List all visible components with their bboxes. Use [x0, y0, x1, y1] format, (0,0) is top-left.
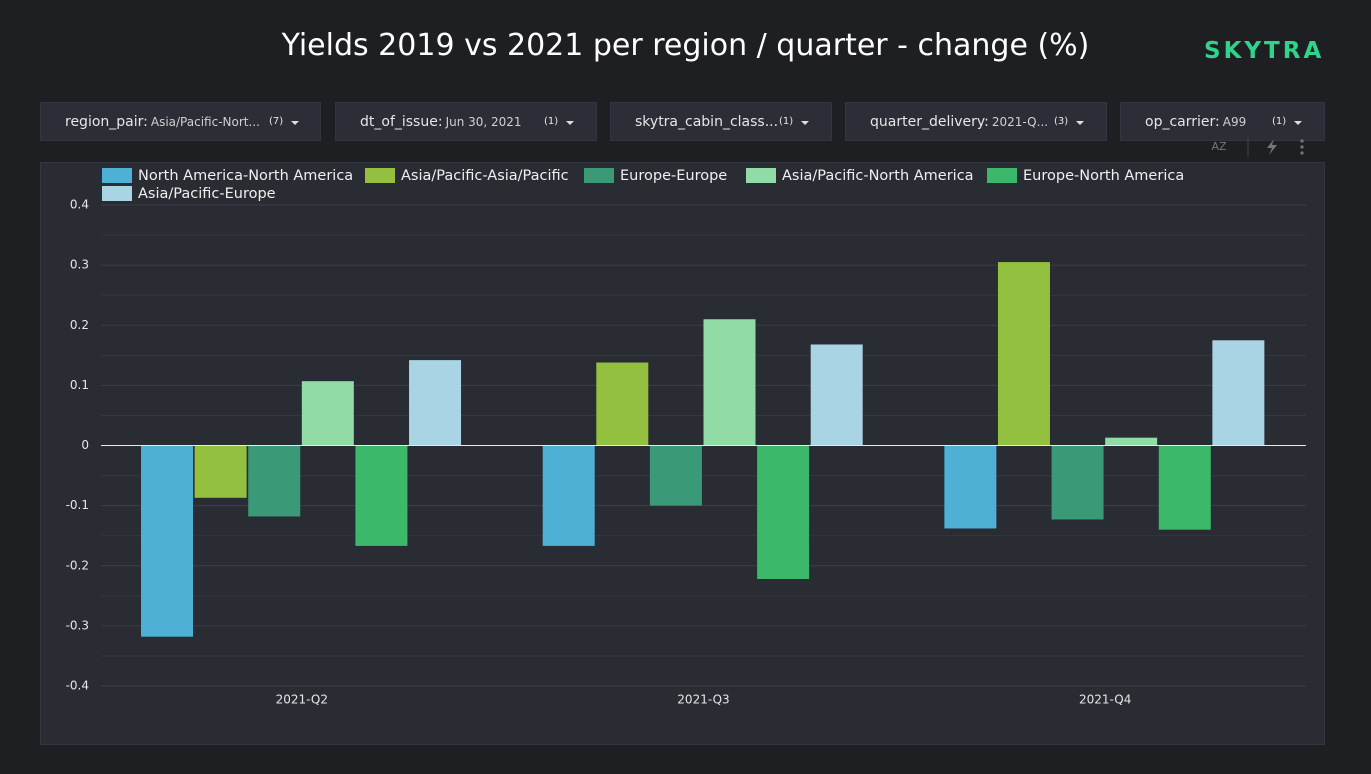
bar — [649, 445, 702, 506]
filter-label: dt_of_issue: — [360, 113, 443, 130]
filter-value: 2021-Q... — [991, 114, 1049, 129]
filter-label: op_carrier: — [1145, 113, 1220, 130]
legend-label: Asia/Pacific-Asia/Pacific — [401, 168, 569, 184]
bar — [301, 381, 354, 446]
bar — [810, 344, 863, 446]
filter-dropdown[interactable]: op_carrier: A99 (1) — [1120, 102, 1325, 141]
filter-dropdown[interactable]: region_pair: Asia/Pacific-Nort... (7) — [40, 102, 321, 141]
caret — [801, 121, 809, 125]
filter-value: Jun 30, 2021 — [445, 114, 522, 129]
legend-swatch — [102, 186, 132, 201]
y-tick-label: 0.2 — [70, 318, 89, 332]
bar — [1105, 437, 1158, 446]
legend-swatch — [365, 168, 395, 183]
filter-count: (7) — [269, 116, 284, 127]
filter-label: region_pair: — [65, 113, 148, 130]
bar — [757, 445, 810, 579]
bar — [944, 445, 997, 529]
bar — [1158, 445, 1211, 530]
legend-swatch — [102, 168, 132, 183]
legend-label: Asia/Pacific-Europe — [138, 186, 276, 202]
filter-label: quarter_delivery: — [870, 113, 989, 130]
bar — [355, 445, 408, 546]
x-tick-label: 2021-Q2 — [276, 693, 328, 707]
filter-value: A99 — [1222, 114, 1247, 129]
filter-value: Asia/Pacific-Nort... — [150, 114, 260, 129]
filter-count: (3) — [1054, 116, 1069, 127]
sort-button[interactable]: AZ — [1211, 140, 1227, 153]
bar — [1212, 340, 1265, 446]
bar — [141, 445, 194, 637]
y-tick-label: 0 — [81, 438, 89, 452]
bar — [248, 445, 301, 517]
filter-label: skytra_cabin_class... — [635, 113, 779, 130]
page-title: Yields 2019 vs 2021 per region / quarter… — [281, 28, 1090, 63]
bar — [997, 262, 1050, 446]
legend-swatch — [746, 168, 776, 183]
filter-dropdown[interactable]: skytra_cabin_class... (1) — [610, 102, 832, 141]
filter-dropdown[interactable]: quarter_delivery: 2021-Q... (3) — [845, 102, 1107, 141]
filter-count: (1) — [779, 116, 794, 127]
bar — [1051, 445, 1104, 520]
filter-count: (1) — [544, 116, 559, 127]
y-tick-label: -0.1 — [66, 498, 89, 512]
bar — [703, 319, 756, 446]
y-tick-label: 0.4 — [70, 198, 89, 212]
y-tick-label: -0.4 — [66, 679, 89, 693]
legend-label: North America-North America — [138, 168, 353, 184]
logo: SKYTRA — [1204, 38, 1325, 64]
bar — [409, 360, 462, 446]
y-tick-label: 0.1 — [70, 378, 89, 392]
legend-label: Asia/Pacific-North America — [782, 168, 974, 184]
y-tick-label: 0.3 — [70, 258, 89, 272]
filter-count: (1) — [1272, 116, 1287, 127]
y-tick-label: -0.2 — [66, 558, 89, 572]
x-tick-label: 2021-Q4 — [1079, 693, 1131, 707]
legend-label: Europe-North America — [1023, 168, 1184, 184]
x-tick-label: 2021-Q3 — [677, 693, 729, 707]
bar — [596, 362, 649, 446]
bar — [194, 445, 247, 498]
caret — [1076, 121, 1084, 125]
caret — [566, 121, 574, 125]
filter-dropdown[interactable]: dt_of_issue: Jun 30, 2021 (1) — [335, 102, 597, 141]
more-menu[interactable] — [1300, 139, 1304, 155]
caret — [1294, 121, 1302, 125]
legend-label: Europe-Europe — [620, 168, 727, 184]
legend-swatch — [987, 168, 1017, 183]
bar — [542, 445, 595, 546]
caret — [291, 121, 299, 125]
lightning-button[interactable] — [1267, 139, 1277, 155]
legend-swatch — [584, 168, 614, 183]
y-tick-label: -0.3 — [66, 618, 89, 632]
